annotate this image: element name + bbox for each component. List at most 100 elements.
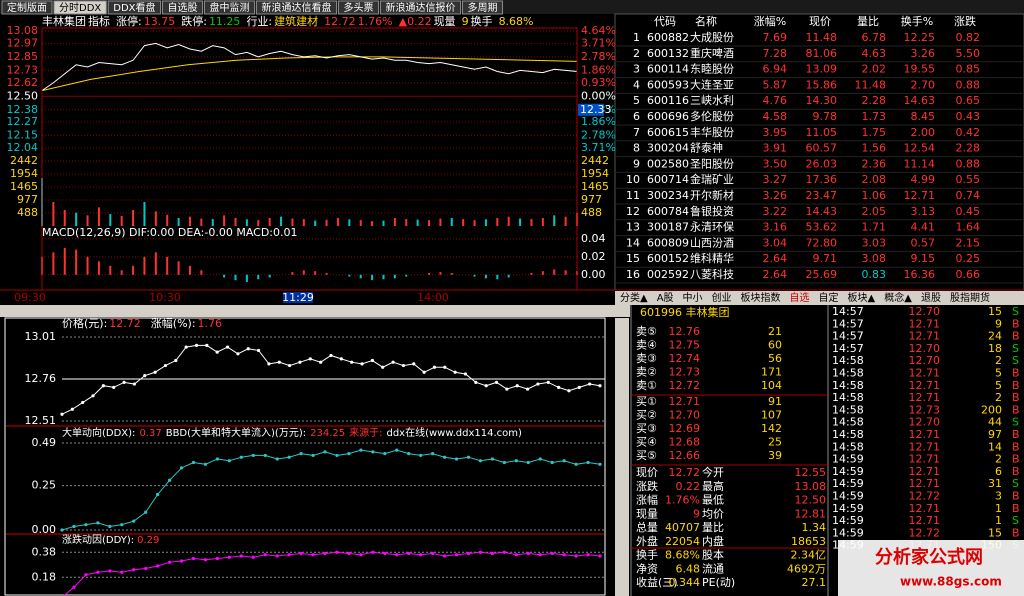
logo-bg [838,540,1024,596]
y-tick-label: 0.00 [32,523,57,536]
stat-value: 9 [693,507,700,520]
cell: 600809 [647,236,689,249]
point [395,448,399,452]
tab[interactable] [338,0,380,15]
tab-label[interactable]: 多头票 [344,1,374,14]
sector-tab[interactable]: 退股 [921,292,941,304]
tab-label[interactable]: 分时DDX [59,2,101,14]
tab-label[interactable]: 新浪通达信看盘 [262,1,332,14]
tab[interactable] [256,0,338,15]
cell: 300187 [647,221,689,234]
column-header: 换手% [901,14,933,28]
cell: 300204 [647,142,689,155]
y-tick-label: 0.49 [32,436,57,449]
book-volume: 91 [768,395,782,408]
point [478,550,483,554]
point [203,558,208,562]
tab[interactable] [204,0,256,15]
cell: 3.16 [763,221,788,234]
cell: 4.99 [911,173,936,186]
sector-tab[interactable]: 创业 [712,291,732,304]
point [251,555,255,559]
stat-value: 12.81 [795,507,827,520]
y2-tick-label: 1465 [581,180,609,193]
sector-tab[interactable]: 板块指数 [741,291,781,304]
tab[interactable] [1,0,53,15]
tab[interactable] [462,0,504,15]
cell: 72.80 [806,236,838,249]
ddy-value: 0.29 [137,535,159,546]
stat-value: 4692万 [787,562,826,575]
sector-tab[interactable]: 板块▲ [848,291,876,304]
sector-tab[interactable]: 中小 [683,291,703,304]
sector-tab[interactable]: 概念▲ [884,291,912,304]
tab[interactable] [380,0,462,15]
tab-label[interactable]: 盘中监测 [210,1,250,14]
y2-tick-label: 3.71% [581,36,616,49]
tab[interactable] [53,0,107,15]
cell: 6.94 [763,63,788,76]
cell: 14 [626,236,640,249]
cell: 002580 [647,157,689,170]
tab[interactable] [162,0,204,15]
cell: 1.73 [862,110,887,123]
cell: 1.64 [956,221,981,234]
sector-tab[interactable]: A股 [657,292,674,304]
sector-tab[interactable]: 分类▲ [620,291,648,304]
cell: 12.71 [904,189,936,202]
point [60,528,64,532]
header-item: 1.76% [358,15,393,28]
cell: 81.06 [806,47,838,60]
tab-label[interactable]: 定制版面 [7,1,47,14]
tab-label[interactable]: 新浪通达信报价 [386,1,456,14]
cell: 1 [633,31,640,44]
header-item: ▲0.22 [399,15,432,28]
point [502,460,506,465]
point [407,452,411,456]
point [505,387,509,391]
point [412,362,416,366]
sector-tab[interactable]: 自定 [819,291,839,304]
book-price: 12.72 [669,379,701,392]
point [144,566,148,571]
cell: 14.63 [904,94,936,107]
sector-tab[interactable]: 自选 [790,291,810,304]
point [191,556,196,561]
tab-label[interactable]: DDX看盘 [113,1,155,14]
cell: 维科精华 [690,251,734,265]
cell: 3.26 [763,189,788,202]
trade-volume: 9 [995,317,1002,330]
point [577,385,581,389]
ddx-source-label: 来源于: [349,426,382,439]
trade-side: S [1012,514,1019,527]
tab-label[interactable]: 自选股 [168,1,198,14]
volume-bar [257,220,260,226]
stat-label: 总量 [636,520,658,534]
book-price: 12.74 [669,352,701,365]
tab[interactable] [107,0,162,15]
point [179,559,184,563]
point [598,554,602,558]
book-volume: 60 [768,339,782,352]
trade-side: B [1012,440,1020,453]
y-tick-label: 2442 [10,154,38,167]
cell: 金瑞矿业 [690,172,734,186]
cell: 19.55 [904,63,936,76]
sector-tab[interactable]: 股指期货 [950,291,990,304]
point [419,453,423,458]
volume-bar [348,219,351,226]
cell: 3.03 [862,236,887,249]
trade-volume: 97 [988,428,1002,441]
book-label: 买① [636,395,657,408]
stat-label: 流通 [702,561,724,575]
y-tick-label: 12.51 [25,414,57,427]
point [453,370,457,374]
trade-side: B [1012,428,1020,441]
tab-label[interactable]: 多周期 [468,1,498,14]
point [442,554,447,558]
current-price: 12.33 [580,103,612,116]
cell: 八菱科技 [690,267,734,281]
cell: 0.45 [956,205,981,218]
avg-line [41,56,578,92]
volume-bar [336,218,339,226]
